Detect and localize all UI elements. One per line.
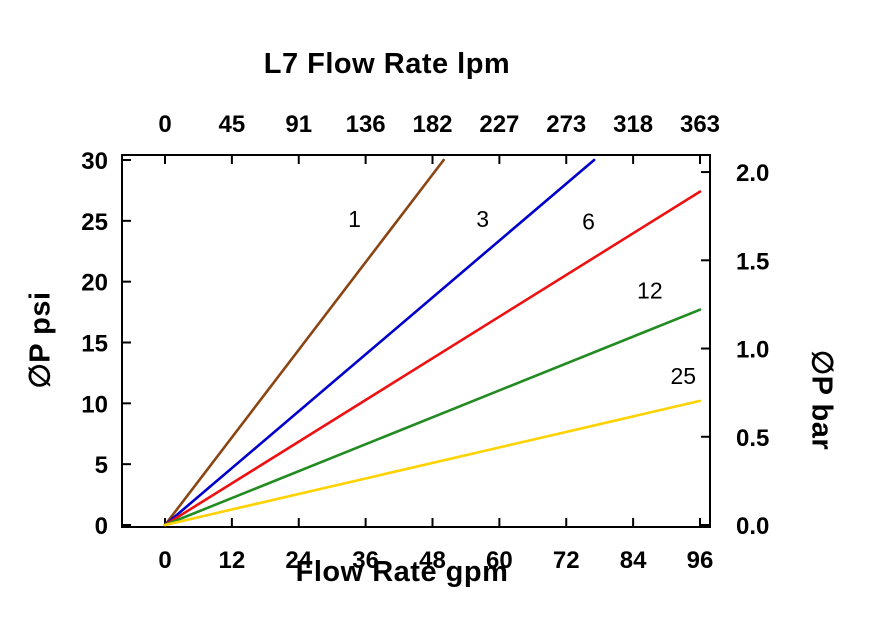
right-tick-label: 2.0: [736, 160, 769, 187]
bottom-tick-label: 96: [687, 547, 714, 574]
series-line-1: [163, 158, 445, 527]
axis-frame: [121, 154, 711, 528]
top-tick-label: 91: [285, 111, 312, 138]
left-axis-title: ∅P psi: [24, 291, 57, 389]
right-tick-label: 0.5: [736, 425, 769, 452]
series-line-12: [163, 308, 702, 527]
series-label-1: 1: [348, 206, 361, 232]
right-tick-label: 0.0: [736, 513, 769, 540]
series-line-3: [163, 158, 596, 527]
top-tick-label: 227: [479, 111, 519, 138]
bottom-axis-title: Flow Rate gpm: [295, 556, 509, 588]
left-tick-label: 15: [81, 331, 108, 358]
series-label-6: 6: [582, 208, 595, 234]
bottom-tick-label: 84: [620, 547, 647, 574]
bottom-tick-label: 48: [419, 547, 446, 574]
series-label-3: 3: [476, 206, 489, 232]
left-tick-label: 30: [81, 148, 108, 175]
left-tick-label: 0: [95, 513, 108, 540]
top-axis-title: L7 Flow Rate lpm: [263, 48, 511, 80]
bottom-tick-label: 12: [219, 547, 246, 574]
series-label-12: 12: [637, 278, 663, 304]
top-tick-label: 136: [346, 111, 386, 138]
top-tick-label: 45: [219, 111, 246, 138]
left-tick-label: 10: [81, 391, 108, 418]
bottom-tick-label: 24: [285, 547, 312, 574]
right-tick-label: 1.5: [736, 248, 769, 275]
bottom-tick-label: 60: [486, 547, 513, 574]
top-tick-label: 273: [546, 111, 586, 138]
bottom-tick-label: 0: [158, 547, 171, 574]
top-tick-label: 182: [412, 111, 452, 138]
series-line-6: [163, 190, 702, 527]
left-tick-label: 25: [81, 209, 108, 236]
top-tick-label: 0: [158, 111, 171, 138]
bottom-tick-label: 36: [352, 547, 379, 574]
top-tick-label: 318: [613, 111, 653, 138]
bottom-tick-label: 72: [553, 547, 580, 574]
series-line-25: [163, 399, 702, 527]
right-tick-label: 1.0: [736, 337, 769, 364]
left-tick-label: 5: [95, 452, 108, 479]
left-tick-label: 20: [81, 270, 108, 297]
right-axis-title: ∅P bar: [805, 349, 838, 451]
series-label-25: 25: [670, 363, 696, 389]
top-tick-label: 363: [680, 111, 720, 138]
